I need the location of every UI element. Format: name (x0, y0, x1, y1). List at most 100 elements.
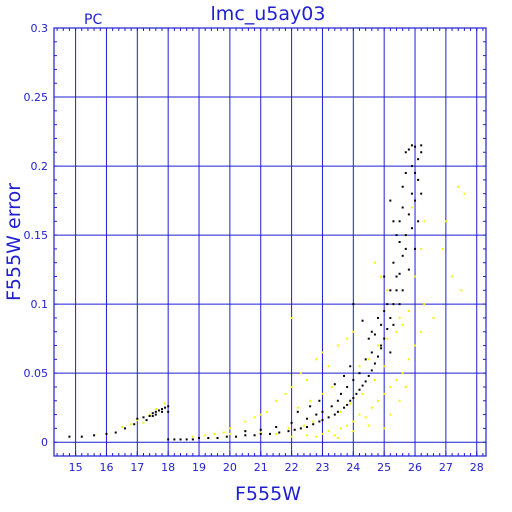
x-tick-label: 16 (99, 461, 113, 474)
data-point (312, 423, 315, 426)
data-point (315, 435, 318, 438)
data-point (395, 234, 398, 237)
data-point (290, 435, 293, 438)
data-point (327, 430, 330, 433)
data-point (398, 220, 401, 223)
data-point (377, 399, 379, 402)
x-tick-label: 25 (377, 461, 391, 474)
data-point (389, 413, 392, 416)
data-point (309, 399, 312, 402)
data-point (321, 392, 324, 395)
data-point (417, 220, 420, 223)
data-point (309, 405, 312, 408)
data-point (386, 303, 389, 306)
data-point (361, 384, 364, 387)
y-tick-label: 0.05 (24, 367, 49, 380)
data-point (395, 289, 398, 292)
data-point (392, 220, 395, 223)
data-point (136, 417, 139, 420)
data-point (68, 435, 71, 438)
data-point (207, 437, 210, 440)
data-point (321, 432, 324, 435)
data-point (389, 385, 392, 388)
data-point (114, 431, 117, 434)
data-point (367, 358, 370, 361)
data-point (383, 392, 386, 395)
data-point (265, 410, 268, 413)
data-point (395, 379, 398, 382)
data-point (330, 405, 333, 408)
y-tick-label: 0.15 (24, 229, 49, 242)
data-point (389, 289, 392, 292)
data-point (383, 275, 386, 278)
data-point (441, 247, 444, 250)
data-point (367, 337, 370, 340)
chart-title: lmc_u5ay03 (211, 3, 326, 25)
data-point (377, 355, 379, 358)
data-point (377, 316, 379, 319)
data-point (185, 438, 188, 441)
data-point (367, 424, 370, 427)
data-point (386, 337, 389, 340)
data-point (346, 403, 349, 406)
data-point (352, 397, 355, 400)
data-point (401, 289, 404, 292)
data-point (151, 414, 154, 417)
data-point (346, 385, 349, 388)
data-point (407, 148, 410, 151)
data-point (296, 410, 299, 413)
data-point (148, 413, 151, 416)
data-point (364, 380, 367, 383)
data-point (343, 406, 346, 409)
data-point (414, 344, 417, 347)
data-point (290, 421, 293, 424)
data-point (401, 323, 404, 326)
data-point (352, 379, 355, 382)
data-point (398, 272, 401, 275)
x-tick-label: 22 (285, 461, 299, 474)
data-point (404, 234, 407, 237)
data-point (284, 392, 287, 395)
data-point (213, 432, 216, 435)
data-point (361, 392, 364, 395)
data-point (414, 275, 417, 278)
data-point (154, 410, 157, 413)
data-point (336, 437, 339, 440)
data-point (386, 289, 389, 292)
data-point (352, 430, 355, 433)
data-point (423, 220, 426, 223)
data-point (327, 365, 330, 368)
data-point (293, 428, 296, 431)
data-point (407, 268, 410, 271)
data-point (142, 416, 145, 419)
data-point (133, 423, 136, 426)
data-point (420, 144, 423, 147)
plot-frame (53, 27, 487, 457)
data-point (451, 275, 454, 278)
data-point (410, 206, 413, 209)
data-point (290, 316, 293, 319)
data-point (410, 192, 413, 195)
data-point (349, 402, 352, 405)
x-tick-label: 15 (69, 461, 83, 474)
data-point (383, 337, 386, 340)
data-point (380, 344, 383, 347)
data-point (318, 399, 321, 402)
data-point (179, 438, 182, 441)
data-point (358, 388, 361, 391)
data-point (343, 374, 346, 377)
data-point (154, 408, 157, 411)
data-point (414, 171, 417, 174)
data-point (417, 178, 420, 181)
x-tick-label: 26 (408, 461, 422, 474)
data-point (318, 420, 321, 423)
data-point (370, 330, 373, 333)
data-point (145, 419, 148, 422)
data-point (417, 158, 420, 161)
data-point (167, 438, 170, 441)
data-point (130, 423, 133, 426)
data-point (244, 430, 247, 433)
data-point (336, 410, 339, 413)
data-point (410, 227, 413, 230)
data-point (161, 410, 163, 413)
